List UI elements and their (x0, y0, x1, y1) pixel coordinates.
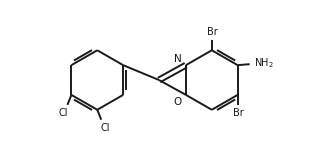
Text: Cl: Cl (59, 108, 68, 118)
Text: Br: Br (233, 108, 244, 118)
Text: NH$_2$: NH$_2$ (254, 56, 273, 70)
Text: N: N (174, 54, 182, 64)
Text: Cl: Cl (100, 123, 110, 133)
Text: O: O (174, 97, 182, 107)
Text: Br: Br (207, 27, 218, 37)
